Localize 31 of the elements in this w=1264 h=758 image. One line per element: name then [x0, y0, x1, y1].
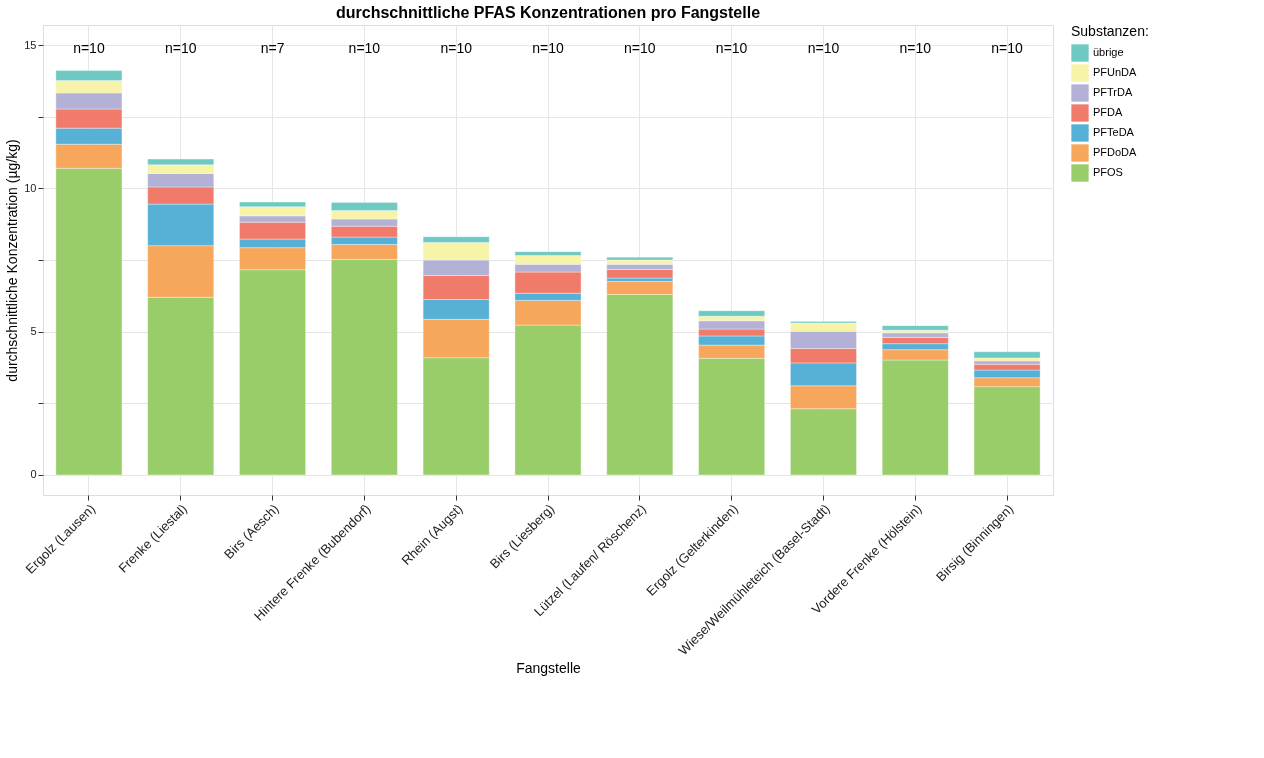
- annotation: n=10: [164, 40, 197, 56]
- y-tick-label: 10: [24, 181, 37, 194]
- legend-label: PFTrDA: [1093, 86, 1133, 98]
- legend-label: PFDoDA: [1093, 146, 1138, 158]
- x-axis-title: Fangstelle: [516, 660, 582, 677]
- legend-label: übrige: [1093, 46, 1124, 58]
- bar: [606, 256, 674, 261]
- annotation: n=10: [991, 40, 1024, 56]
- legend-label: PFOS: [1093, 166, 1123, 178]
- annotation: n=10: [73, 40, 105, 56]
- annotation: n=10: [348, 40, 381, 56]
- annotation: n=10: [807, 40, 840, 56]
- bar: [698, 310, 765, 317]
- legend-title: Substanzen:: [1071, 23, 1149, 39]
- annotation: n=10: [899, 40, 932, 56]
- legend-label: PFUnDA: [1093, 66, 1138, 78]
- y-axis-title: durchschnittliche Konzentration (µg/kg): [4, 139, 21, 382]
- y-tick-label: 15: [24, 38, 37, 51]
- annotation: n=7: [260, 40, 285, 56]
- chart-title: durchschnittliche PFAS Konzentrationen pro Fangstelle: [335, 4, 761, 21]
- annotation: n=10: [715, 40, 748, 56]
- legend-label: PFDA: [1093, 106, 1123, 118]
- bar: [973, 351, 1041, 359]
- y-tick-label: 0: [30, 468, 37, 481]
- bar: [606, 269, 674, 279]
- y-tick-label: 5: [30, 325, 37, 338]
- annotation: n=10: [624, 40, 656, 56]
- bar: [881, 325, 949, 331]
- annotation: n=10: [532, 40, 564, 56]
- annotation: n=10: [440, 40, 473, 56]
- legend-label: PFTeDA: [1093, 126, 1135, 138]
